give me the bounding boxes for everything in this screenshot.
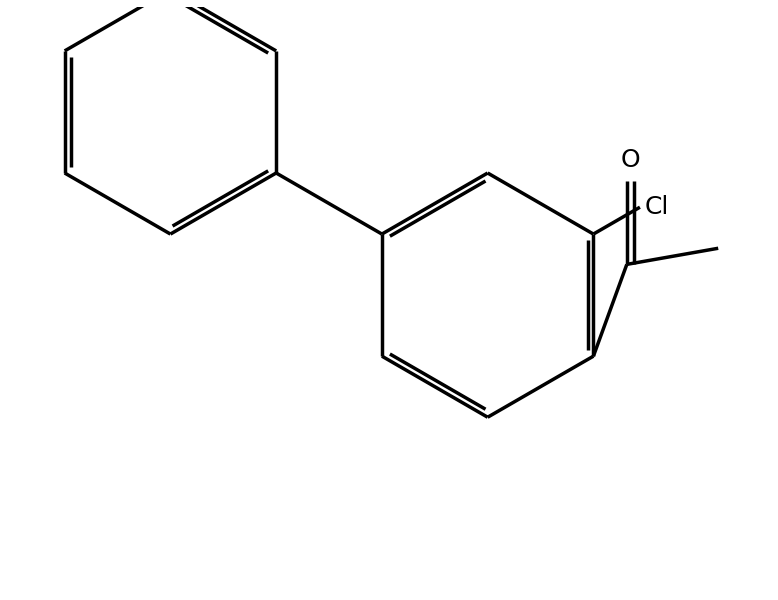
Text: Cl: Cl <box>645 195 669 219</box>
Text: O: O <box>620 148 640 172</box>
